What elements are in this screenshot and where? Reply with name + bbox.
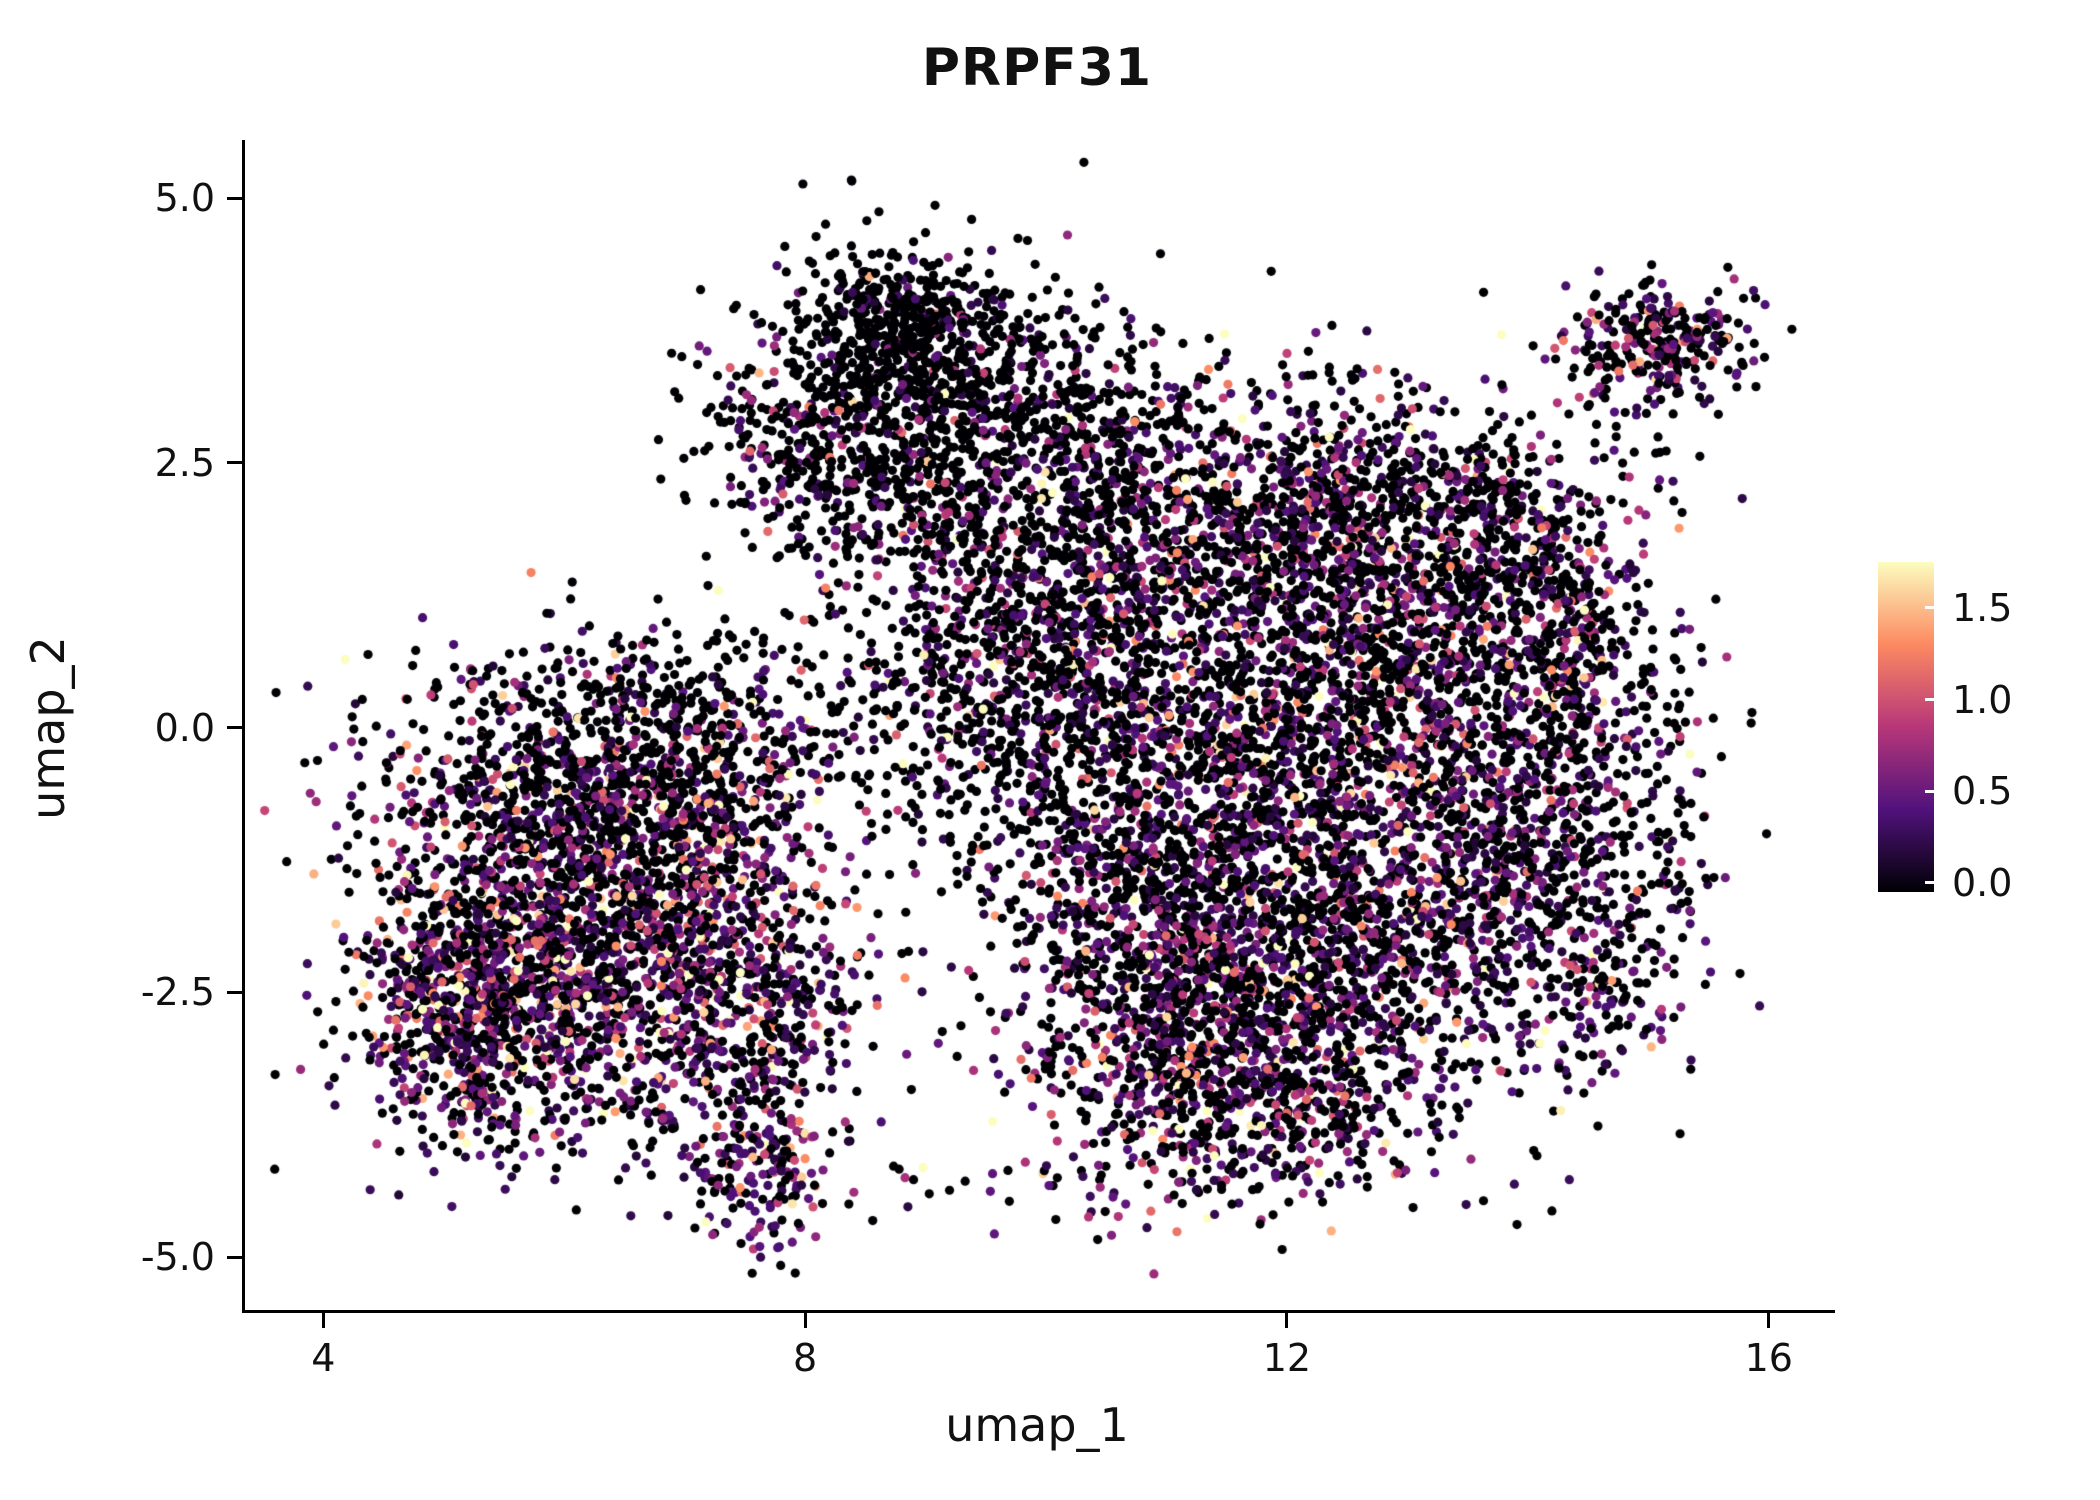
colorbar-tick-mark [1925, 789, 1934, 793]
x-tick-mark [321, 1313, 325, 1328]
plot-title: PRPF31 [921, 38, 1153, 98]
y-tick-label: 2.5 [154, 440, 215, 485]
colorbar-tick-label: 0.5 [1952, 769, 2013, 814]
x-tick-label: 16 [1744, 1336, 1793, 1380]
colorbar-tick-mark [1925, 698, 1934, 701]
colorbar-tick-label: 0.0 [1952, 860, 2013, 905]
x-tick-mark [803, 1313, 807, 1328]
y-tick-label: 5.0 [154, 176, 215, 221]
y-tick-label: -2.5 [140, 970, 215, 1015]
colorbar-tick-label: 1.5 [1952, 585, 2013, 630]
x-axis-label: umap_1 [945, 1398, 1129, 1452]
colorbar-legend [1878, 562, 1934, 892]
scatter-canvas [245, 140, 1835, 1310]
y-tick-label: -5.0 [140, 1235, 215, 1280]
x-tick-label: 8 [793, 1336, 818, 1380]
y-tick-mark [227, 196, 242, 200]
colorbar-tick-label: 1.0 [1952, 677, 2013, 722]
colorbar-gradient [1878, 562, 1934, 892]
colorbar-tick-mark [1925, 881, 1934, 885]
x-tick-label: 12 [1262, 1336, 1312, 1380]
y-tick-mark [227, 461, 242, 465]
colorbar-tick-mark [1925, 606, 1934, 610]
x-tick-mark [1285, 1313, 1289, 1328]
y-tick-mark [227, 990, 242, 994]
x-tick-mark [1767, 1313, 1771, 1328]
y-tick-label: 0.0 [154, 705, 215, 750]
y-tick-mark [227, 726, 242, 730]
x-tick-label: 4 [311, 1336, 336, 1380]
plot-area [242, 140, 1835, 1313]
y-tick-mark [227, 1255, 242, 1259]
